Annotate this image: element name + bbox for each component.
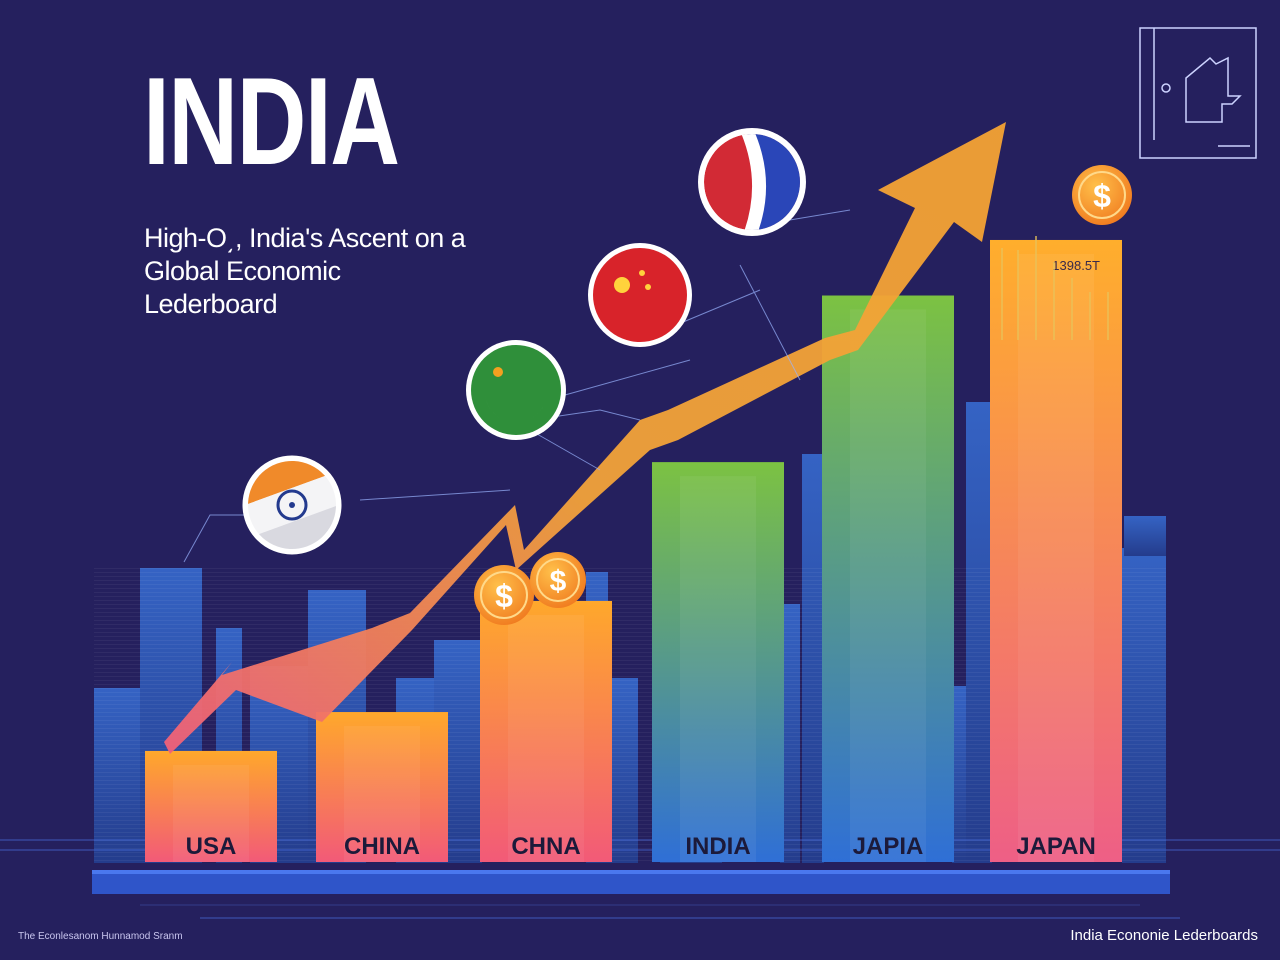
bar-india (652, 462, 784, 862)
category-label: INDIA (685, 833, 750, 860)
bar-japia (822, 295, 954, 862)
svg-text:$: $ (1093, 178, 1111, 214)
bar-china (316, 712, 448, 862)
footer-caption: India Econonie Lederboards (1070, 927, 1258, 944)
category-label: JAPAN (1016, 833, 1096, 860)
svg-text:$: $ (550, 565, 567, 598)
logo-icon (1139, 27, 1257, 159)
pakistan-flag-icon (466, 340, 566, 440)
page-title: INDIA (143, 53, 400, 191)
bar-highlight (508, 614, 584, 862)
bar-highlight (850, 309, 926, 862)
bar-usa (145, 750, 277, 862)
bar-highlight (1018, 253, 1094, 862)
india-flag-icon (235, 448, 349, 562)
data-label: 1398.5T (1052, 258, 1100, 273)
coin-icon: $ (530, 552, 586, 608)
page-subtitle: High-О͵, India's Ascent on a Global Econ… (144, 223, 466, 319)
data-ticks (1001, 236, 1109, 340)
coin-icon: $ (474, 565, 534, 625)
category-label: CHNA (511, 833, 580, 860)
category-label: JAPIA (853, 833, 924, 860)
trend-arrow (164, 122, 1006, 754)
bar-japan (990, 239, 1122, 862)
svg-text:$: $ (495, 578, 513, 614)
bar-highlight (173, 764, 249, 862)
china-flag-icon (588, 243, 692, 347)
category-label: USA (186, 833, 237, 860)
bar-chna (480, 600, 612, 862)
category-label: CHINA (344, 833, 420, 860)
coin-icon: $ (1072, 165, 1132, 225)
footer-source-note: The Econlesanom Hunnamod Sranm (18, 931, 183, 942)
flag-icon (698, 128, 806, 236)
bar-highlight (680, 476, 756, 862)
bars-group: USA CHINA CHNA INDIA JAPIA JAPAN 1398.5T (145, 239, 1122, 862)
bar-highlight (344, 726, 420, 862)
